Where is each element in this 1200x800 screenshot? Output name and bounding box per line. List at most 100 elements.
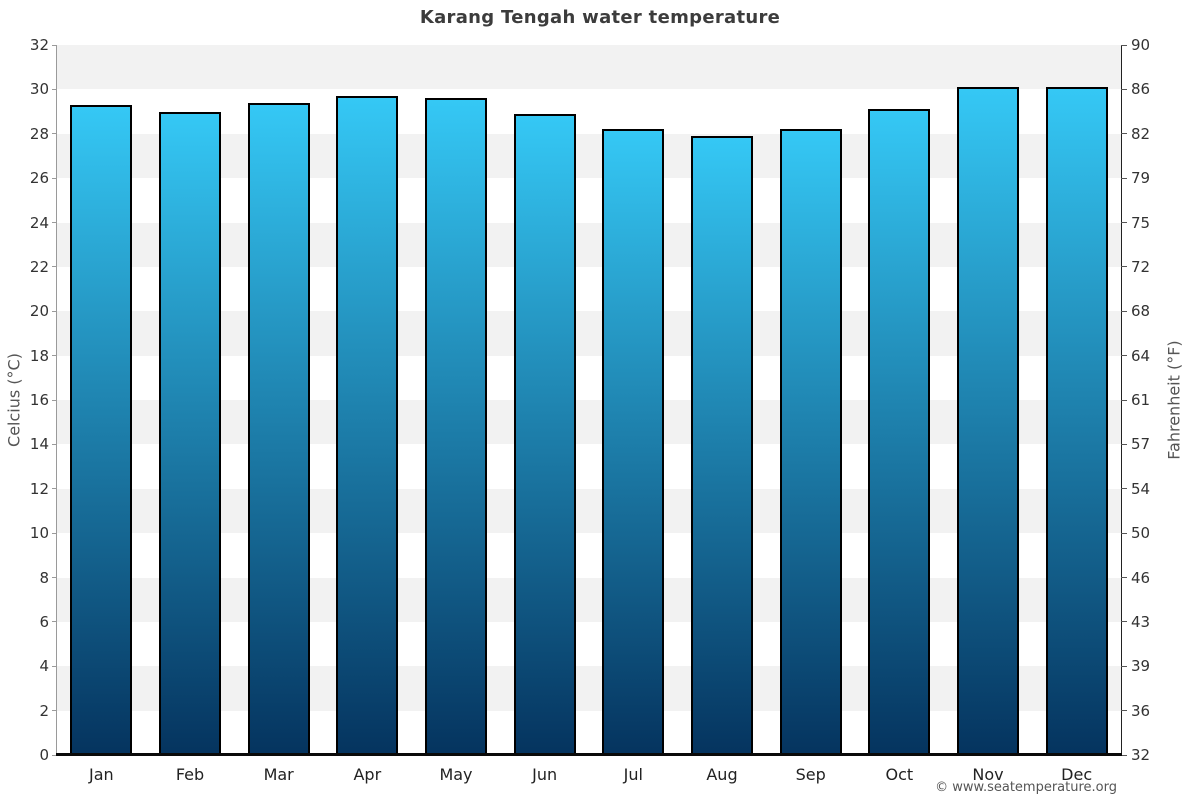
y-tick-label-celsius: 22	[29, 257, 49, 276]
plot-area: 32 90 30 86 28 82 26 79 24 75 22 72 20 68 18 64 16 61 14 57…	[30, 36, 1150, 784]
y-tick-mark-left	[52, 88, 57, 90]
bar-feb	[159, 111, 221, 755]
y-tick-label-fahrenheit: 32	[1131, 746, 1151, 764]
bar-dec	[1045, 87, 1108, 755]
y-tick-mark-left	[52, 577, 57, 578]
y-tick-label-fahrenheit: 36	[1131, 701, 1151, 720]
grid-band	[57, 621, 1121, 667]
y-tick-label-fahrenheit: 57	[1131, 435, 1151, 454]
bar-mar	[247, 102, 310, 755]
y-tick-label-celsius: 28	[29, 124, 49, 143]
y-tick-label-fahrenheit: 79	[1131, 169, 1151, 188]
grid-band	[57, 533, 1121, 578]
bar-aug	[691, 135, 753, 755]
grid-band	[57, 355, 1121, 400]
y-tick-label-celsius: 0	[39, 746, 49, 764]
y-tick-label-fahrenheit: 86	[1131, 80, 1151, 99]
y-tick-mark-left	[52, 754, 57, 756]
x-tick-label-jan: Jan	[88, 765, 114, 784]
y-tick-label-fahrenheit: 75	[1131, 213, 1151, 232]
x-axis-baseline	[56, 753, 1122, 756]
y-tick-mark-left	[52, 621, 57, 623]
y-tick-mark-right	[1121, 621, 1127, 623]
grid-band	[57, 710, 1121, 755]
y-tick-mark-right	[1121, 88, 1127, 90]
y-tick-label-celsius: 32	[29, 36, 49, 54]
grid-band	[57, 400, 1121, 445]
y-tick-mark-left	[52, 665, 57, 667]
y-tick-label-fahrenheit: 61	[1131, 391, 1151, 409]
y-tick-mark-left	[52, 310, 57, 312]
y-tick-label-fahrenheit: 50	[1131, 524, 1151, 543]
y-tick-label-celsius: 20	[29, 302, 49, 321]
y-tick-label-celsius: 16	[29, 391, 49, 409]
y-tick-label-fahrenheit: 39	[1131, 657, 1151, 676]
y-tick-mark-right	[1121, 222, 1127, 223]
y-tick-mark-left	[52, 443, 57, 445]
y-tick-label-celsius: 24	[29, 213, 49, 232]
y-tick-mark-left	[52, 133, 57, 135]
y-tick-mark-right	[1121, 532, 1127, 534]
y-tick-label-fahrenheit: 82	[1131, 124, 1151, 143]
y-tick-mark-right	[1121, 488, 1127, 490]
y-tick-mark-left	[52, 488, 57, 490]
y-tick-mark-left	[52, 44, 57, 46]
y-tick-label-celsius: 6	[39, 612, 49, 631]
grid-band	[57, 222, 1121, 267]
y-tick-label-fahrenheit: 54	[1131, 479, 1151, 498]
y-tick-label-fahrenheit: 90	[1131, 36, 1151, 54]
grid-band	[57, 577, 1121, 622]
x-tick-label-jun: Jun	[532, 765, 558, 784]
bar-jan	[70, 104, 133, 755]
copyright-text: © www.seatemperature.org	[935, 780, 1117, 795]
y-tick-label-fahrenheit: 43	[1131, 612, 1151, 631]
y-tick-label-fahrenheit: 64	[1131, 346, 1151, 365]
x-tick-label-oct: Oct	[885, 765, 914, 784]
y-tick-mark-right	[1121, 710, 1127, 712]
grid-band	[57, 311, 1121, 356]
grid-band	[57, 89, 1121, 134]
y-tick-mark-left	[52, 177, 57, 179]
y-tick-mark-left	[52, 355, 57, 357]
y-tick-mark-right	[1121, 177, 1127, 179]
y-tick-mark-right	[1121, 577, 1127, 578]
grid-band	[57, 266, 1121, 312]
y-tick-mark-left	[52, 399, 57, 401]
bar-oct	[868, 109, 931, 755]
x-tick-label-mar: Mar	[263, 765, 294, 784]
y-tick-mark-left	[52, 710, 57, 712]
y-tick-mark-right	[1121, 133, 1127, 135]
y-tick-mark-left	[52, 532, 57, 534]
y-tick-mark-right	[1121, 443, 1127, 445]
y-axis-title-celsius: Celcius (°C)	[4, 353, 24, 447]
grid-band	[57, 488, 1121, 534]
y-tick-label-celsius: 14	[29, 435, 49, 454]
y-tick-label-celsius: 4	[39, 657, 49, 676]
x-tick-label-may: May	[439, 765, 473, 784]
y-tick-label-celsius: 30	[29, 80, 49, 99]
y-tick-label-celsius: 10	[29, 524, 49, 543]
bar-sep	[779, 129, 842, 755]
y-tick-label-celsius: 12	[29, 479, 49, 498]
grid-band	[57, 133, 1121, 179]
y-tick-label-fahrenheit: 68	[1131, 302, 1151, 321]
grid-band	[57, 45, 1121, 90]
bar-apr	[336, 96, 399, 755]
y-tick-mark-right	[1121, 355, 1127, 357]
y-tick-mark-right	[1121, 399, 1127, 401]
grid-band	[57, 444, 1121, 489]
y-tick-label-fahrenheit: 72	[1131, 257, 1151, 276]
y-tick-mark-right	[1121, 665, 1127, 667]
y-tick-mark-right	[1121, 754, 1127, 756]
y-tick-label-celsius: 2	[39, 701, 49, 720]
x-tick-label-sep: Sep	[795, 765, 826, 784]
x-tick-label-jul: Jul	[623, 765, 643, 784]
y-tick-mark-left	[52, 266, 57, 268]
y-tick-label-celsius: 26	[29, 169, 49, 188]
bar-nov	[957, 87, 1019, 755]
x-tick-label-apr: Apr	[353, 765, 382, 784]
y-axis-title-fahrenheit: Fahrenheit (°F)	[1164, 340, 1184, 460]
x-tick-label-feb: Feb	[175, 765, 205, 784]
chart-title: Karang Tengah water temperature	[419, 7, 781, 28]
x-tick-label-dec: Dec	[1061, 765, 1093, 784]
